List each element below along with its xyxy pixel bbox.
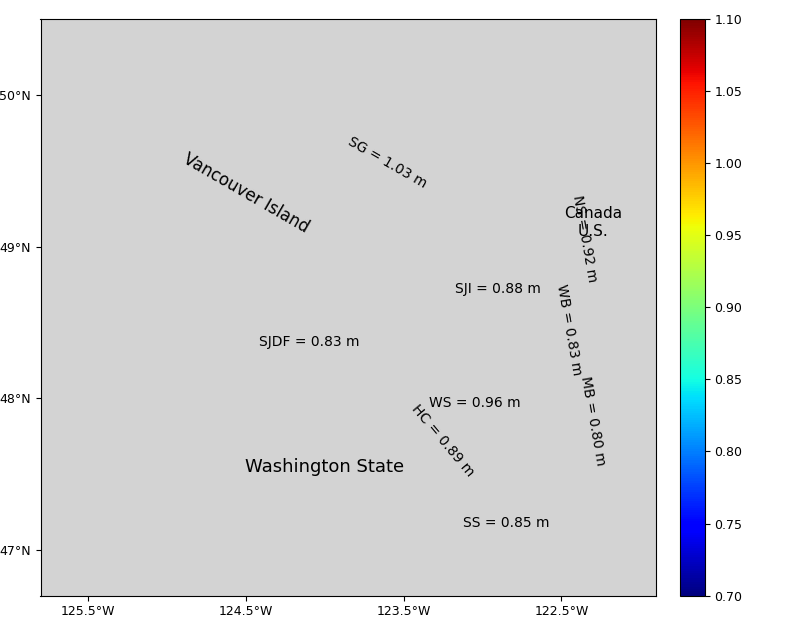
Text: WB = 0.83 m: WB = 0.83 m: [554, 283, 584, 377]
Text: SJI = 0.88 m: SJI = 0.88 m: [455, 282, 541, 296]
Text: SS = 0.85 m: SS = 0.85 m: [463, 516, 549, 530]
Text: Canada: Canada: [564, 206, 622, 221]
Text: Vancouver Island: Vancouver Island: [180, 150, 312, 237]
Text: WS = 0.96 m: WS = 0.96 m: [428, 396, 520, 410]
Text: HC = 0.89 m: HC = 0.89 m: [409, 402, 477, 480]
Text: SG = 1.03 m: SG = 1.03 m: [346, 135, 429, 191]
Text: U.S.: U.S.: [578, 224, 608, 239]
Text: SJDF = 0.83 m: SJDF = 0.83 m: [258, 335, 359, 349]
Text: NS = 0.92 m: NS = 0.92 m: [570, 194, 599, 283]
Text: MB = 0.80 m: MB = 0.80 m: [578, 375, 608, 467]
Text: Washington State: Washington State: [245, 458, 404, 476]
